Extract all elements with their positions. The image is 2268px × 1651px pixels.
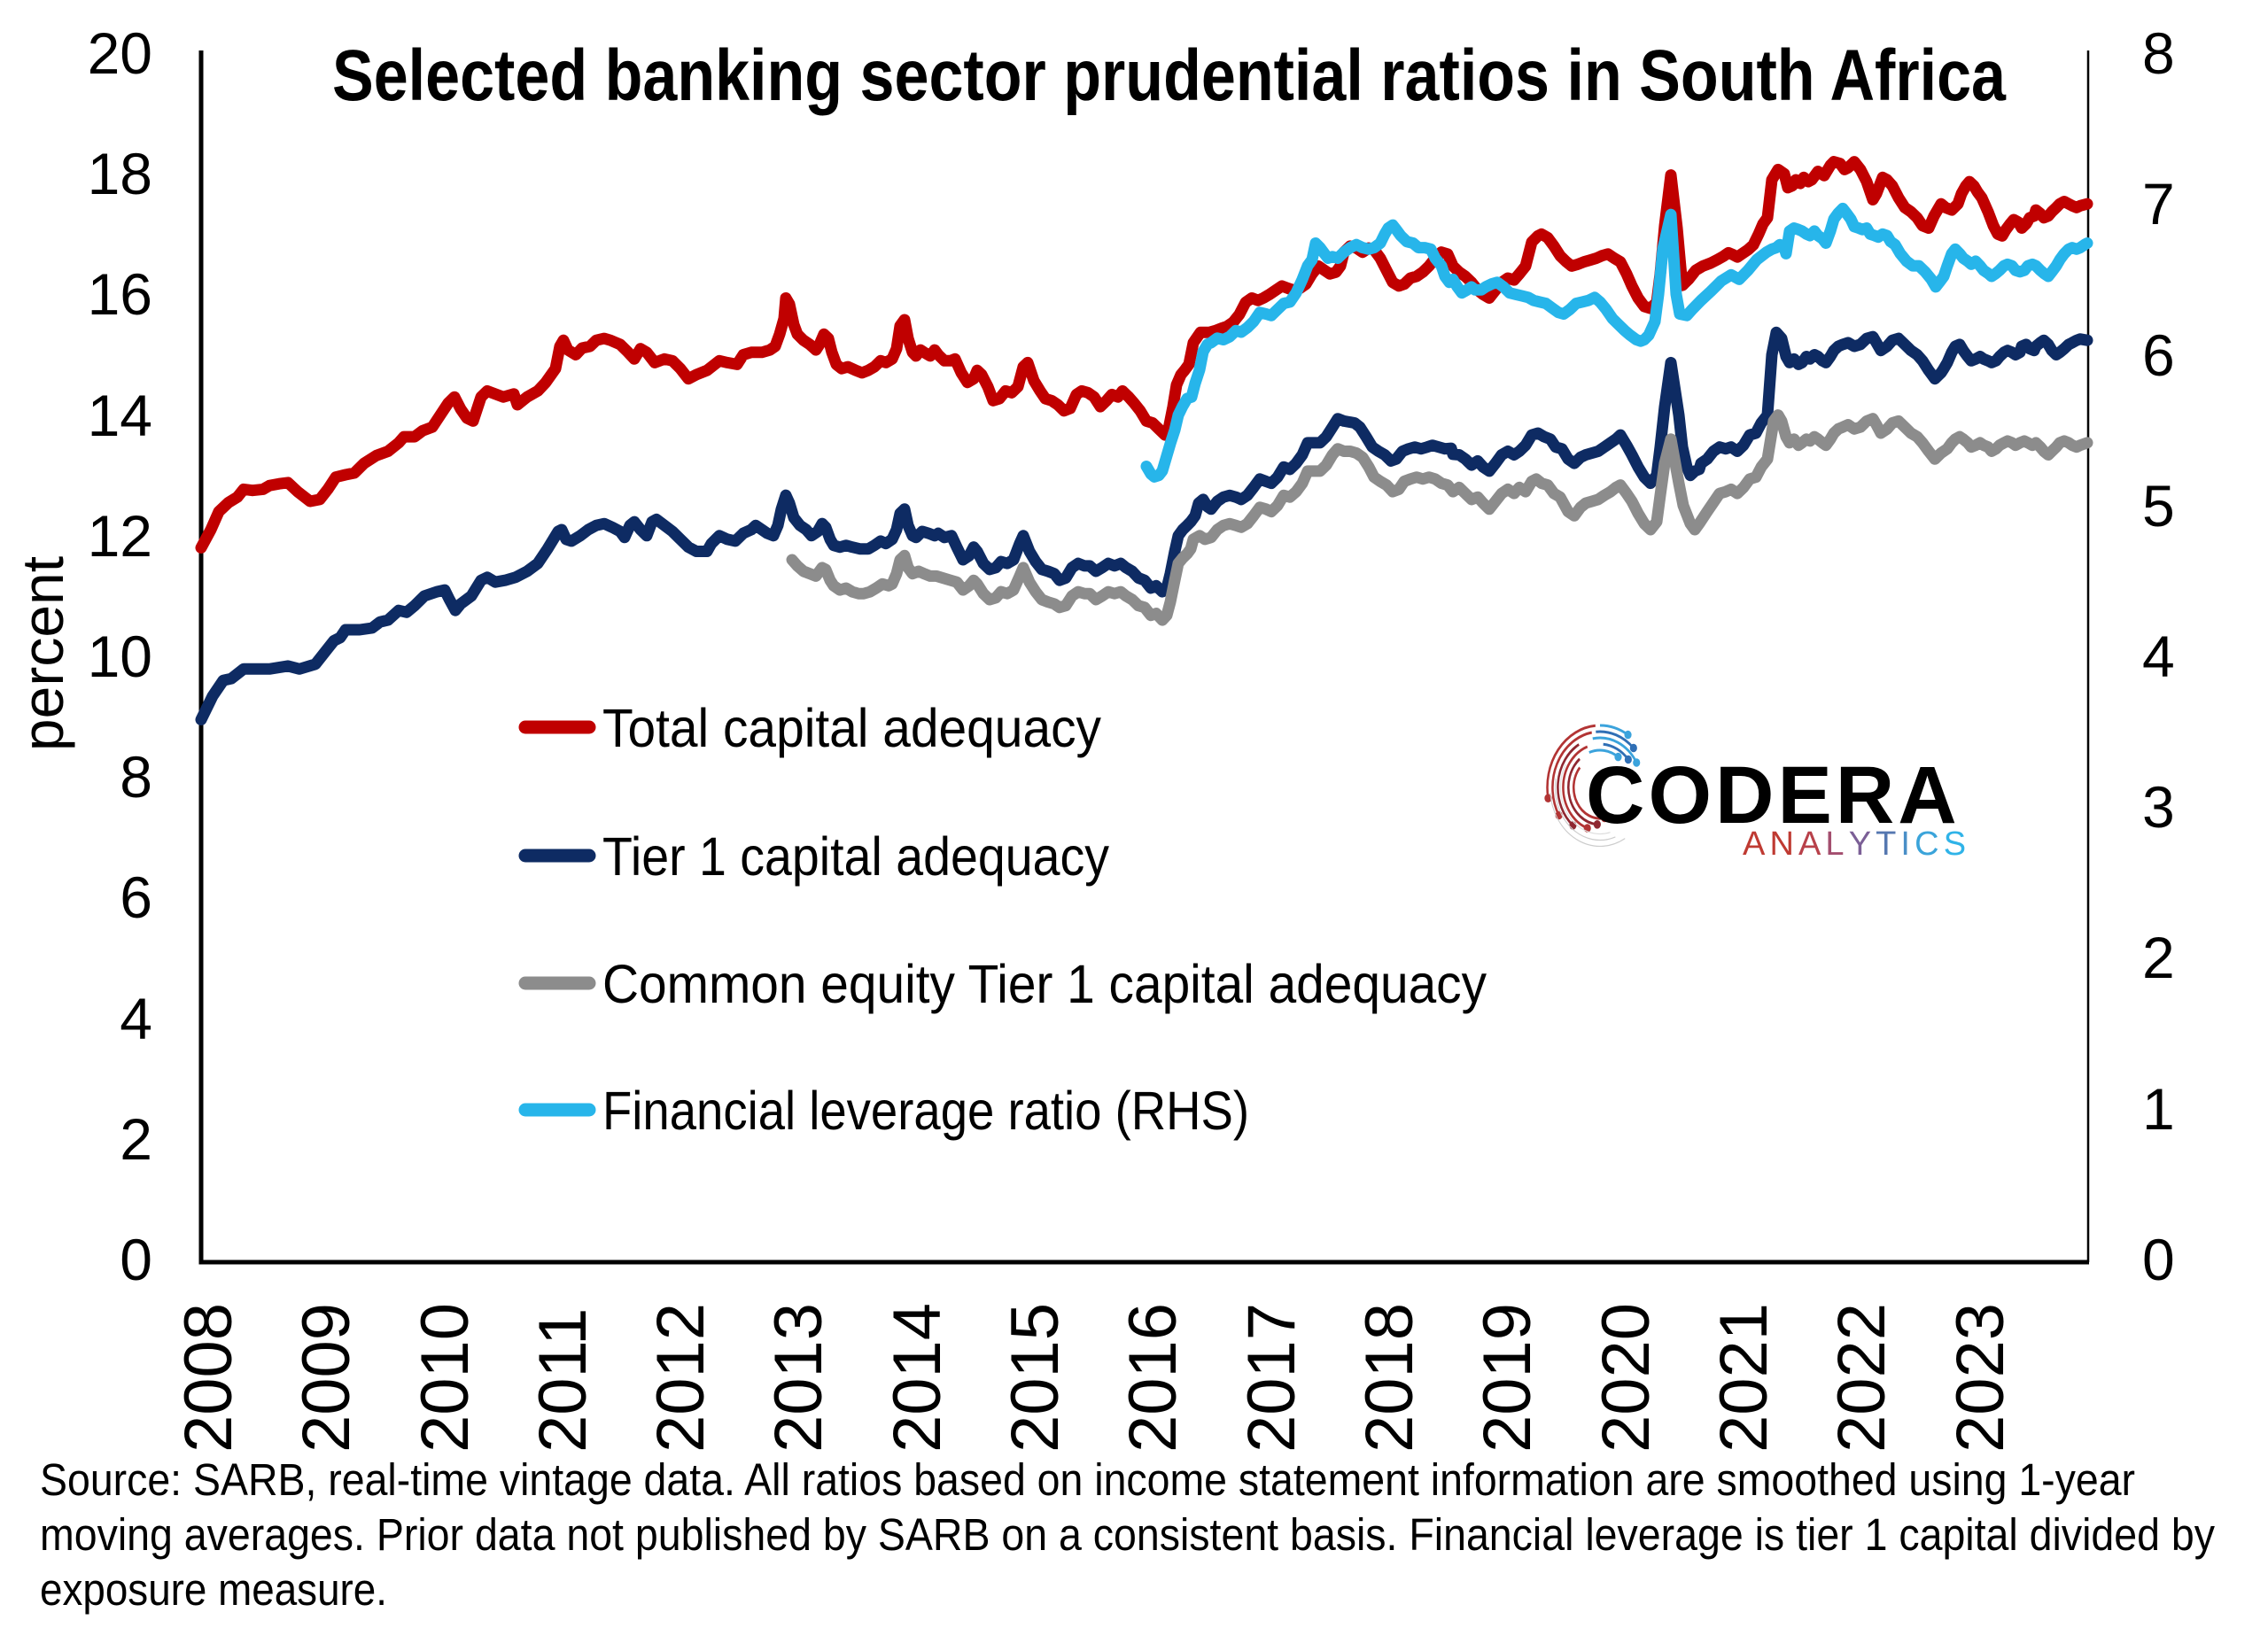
svg-text:S: S — [1944, 826, 1966, 863]
svg-text:2014: 2014 — [880, 1303, 955, 1453]
svg-text:2010: 2010 — [408, 1303, 483, 1453]
svg-text:Source: SARB, real-time vintag: Source: SARB, real-time vintage data. Al… — [40, 1454, 2135, 1505]
svg-text:0: 0 — [120, 1227, 152, 1292]
svg-text:2023: 2023 — [1943, 1303, 2018, 1453]
svg-text:moving averages. Prior data no: moving averages. Prior data not publishe… — [40, 1509, 2215, 1560]
svg-text:18: 18 — [88, 141, 152, 206]
svg-text:8: 8 — [2142, 20, 2175, 86]
svg-text:Total capital adequacy: Total capital adequacy — [602, 698, 1101, 758]
svg-text:2019: 2019 — [1470, 1303, 1545, 1453]
svg-text:20: 20 — [88, 20, 152, 86]
svg-text:10: 10 — [88, 624, 152, 689]
svg-text:N: N — [1770, 826, 1794, 863]
svg-text:percent: percent — [10, 556, 75, 751]
svg-text:2009: 2009 — [289, 1303, 364, 1453]
svg-text:2017: 2017 — [1234, 1303, 1309, 1453]
svg-text:I: I — [1900, 826, 1910, 863]
svg-text:2: 2 — [120, 1106, 152, 1172]
svg-text:2011: 2011 — [525, 1308, 601, 1453]
svg-text:C: C — [1915, 826, 1938, 863]
svg-text:exposure measure.: exposure measure. — [40, 1564, 387, 1615]
svg-text:Tier 1 capital adequacy: Tier 1 capital adequacy — [602, 826, 1109, 887]
svg-text:1: 1 — [2142, 1076, 2175, 1142]
svg-text:16: 16 — [88, 261, 152, 327]
svg-text:2012: 2012 — [643, 1303, 718, 1453]
svg-text:2015: 2015 — [998, 1303, 1073, 1453]
svg-text:6: 6 — [2142, 322, 2175, 388]
svg-text:8: 8 — [120, 744, 152, 810]
svg-text:2: 2 — [2142, 925, 2175, 990]
svg-text:2020: 2020 — [1588, 1303, 1664, 1453]
svg-text:Y: Y — [1849, 826, 1871, 863]
svg-text:5: 5 — [2142, 473, 2175, 539]
svg-text:0: 0 — [2142, 1227, 2175, 1292]
svg-text:2021: 2021 — [1706, 1303, 1782, 1453]
svg-text:2008: 2008 — [171, 1303, 246, 1453]
svg-text:2022: 2022 — [1824, 1303, 1899, 1453]
svg-text:2013: 2013 — [761, 1303, 836, 1453]
svg-text:12: 12 — [88, 503, 152, 569]
svg-text:4: 4 — [2142, 624, 2175, 689]
svg-text:T: T — [1876, 826, 1896, 863]
svg-text:A: A — [1743, 826, 1766, 863]
svg-text:2018: 2018 — [1352, 1303, 1427, 1453]
svg-text:3: 3 — [2142, 774, 2175, 840]
svg-text:Common equity Tier 1 capital a: Common equity Tier 1 capital adequacy — [602, 954, 1487, 1014]
svg-text:2016: 2016 — [1115, 1303, 1191, 1453]
svg-text:CODERA: CODERA — [1586, 750, 1961, 841]
svg-text:Selected banking sector pruden: Selected banking sector prudential ratio… — [332, 35, 2007, 116]
svg-text:6: 6 — [120, 864, 152, 930]
svg-text:4: 4 — [120, 986, 152, 1051]
svg-text:14: 14 — [88, 383, 152, 448]
svg-text:L: L — [1825, 826, 1844, 863]
svg-text:7: 7 — [2142, 171, 2175, 236]
svg-text:Financial leverage ratio (RHS): Financial leverage ratio (RHS) — [602, 1081, 1249, 1141]
svg-text:A: A — [1798, 826, 1821, 863]
